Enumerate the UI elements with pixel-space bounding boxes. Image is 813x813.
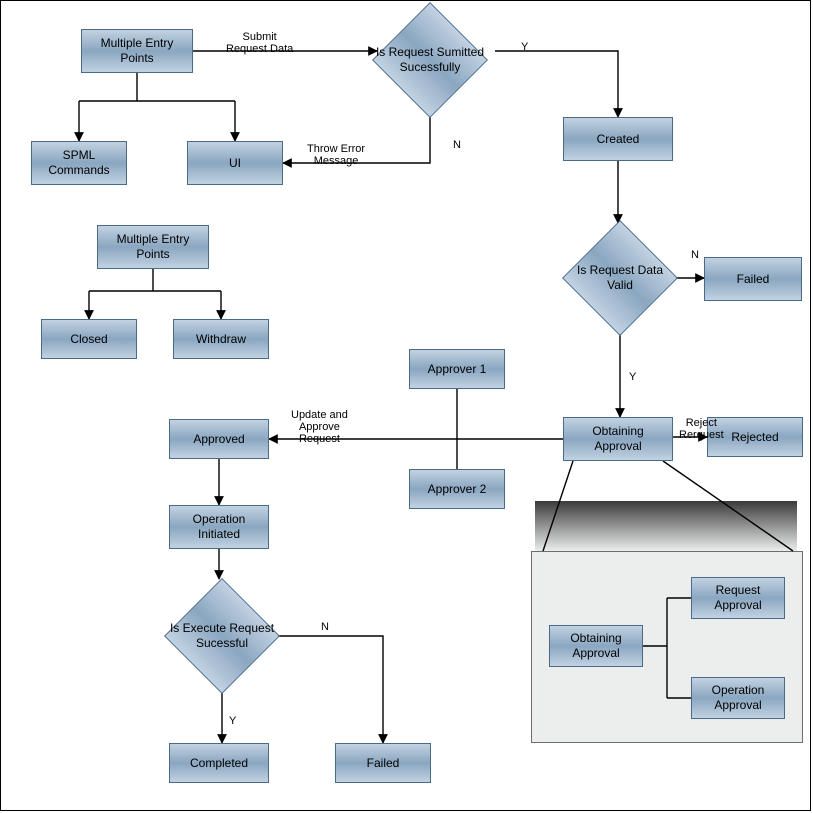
node-label: Approver 1 [428,362,487,377]
node-label: Obtaining Approval [568,424,668,454]
callout-node-request-approval: Request Approval [691,577,785,619]
node-label: Withdraw [196,332,246,347]
diamond-shape [372,2,488,118]
edge-label-submit: SubmitRequest Data [226,31,293,55]
decision-data-valid: Is Request Data Valid [579,237,661,319]
node-label: Request Approval [696,583,780,613]
node-label: Multiple Entry Points [86,36,188,66]
node-operation-initiated: Operation Initiated [169,505,269,549]
node-label: Created [597,132,640,147]
edge-label-update-approve: Update andApproveRequest [291,409,348,445]
edge-label-n2: N [691,249,699,261]
node-label: Failed [367,756,400,771]
edge-label-n1: N [453,139,461,151]
node-label: Closed [70,332,107,347]
node-multiple-entry-points-1: Multiple Entry Points [81,29,193,73]
node-label: Operation Initiated [174,512,264,542]
node-approver-2: Approver 2 [409,469,505,509]
node-label: Failed [737,272,770,287]
callout-gradient [535,501,797,551]
node-approver-1: Approver 1 [409,349,505,389]
decision-execute-success: Is Execute Request Sucessful [181,595,263,677]
node-created: Created [563,117,673,161]
node-spml-commands: SPML Commands [31,141,127,185]
node-multiple-entry-points-2: Multiple Entry Points [97,225,209,269]
decision-submit-success: Is Request Sumitted Sucessfully [389,19,471,101]
diamond-shape [164,578,280,694]
node-label: Multiple Entry Points [102,232,204,262]
node-label: Completed [190,756,248,771]
flowchart-canvas: Multiple Entry Points SPML Commands UI I… [0,0,811,811]
node-label: SPML Commands [36,148,122,178]
node-closed: Closed [41,319,137,359]
node-obtaining-approval: Obtaining Approval [563,417,673,461]
node-completed: Completed [169,743,269,783]
node-label: Obtaining Approval [554,631,638,661]
node-label: UI [229,156,241,171]
node-ui: UI [187,141,283,185]
edge-label-reject: RejectRerquest [679,417,724,441]
edge-label-throw-error: Throw ErrorMessage [307,143,365,167]
node-approved: Approved [169,419,269,459]
node-failed-bottom: Failed [335,743,431,783]
node-withdraw: Withdraw [173,319,269,359]
edge-label-y1: Y [521,41,528,53]
callout-node-operation-approval: Operation Approval [691,677,785,719]
node-label: Operation Approval [696,683,780,713]
node-label: Approved [193,432,244,447]
edge-label-n3: N [321,621,329,633]
edge-label-y3: Y [229,715,236,727]
diamond-shape [562,220,678,336]
node-label: Rejected [731,430,778,445]
node-failed-top: Failed [704,257,802,301]
callout-node-obtaining-approval: Obtaining Approval [549,625,643,667]
node-label: Approver 2 [428,482,487,497]
edge-label-y2: Y [629,371,636,383]
